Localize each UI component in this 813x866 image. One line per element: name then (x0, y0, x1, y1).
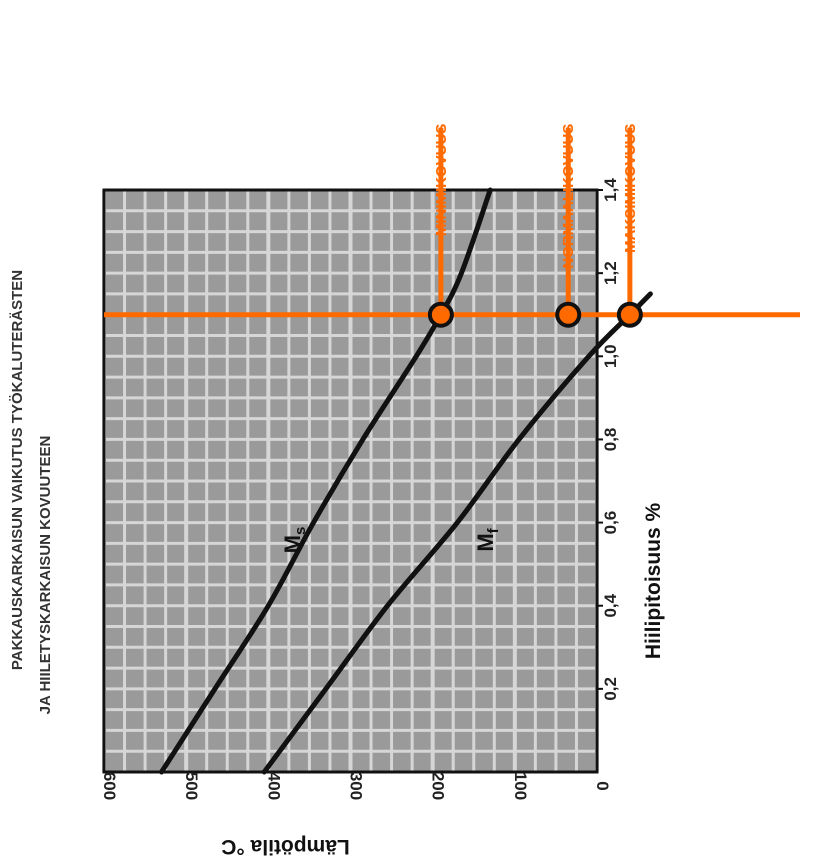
series (159, 187, 653, 775)
marker-label: MINIMIKOVUUS (433, 124, 450, 236)
curve-label-main: M (473, 533, 498, 551)
y-tick-label: 400 (264, 772, 283, 800)
y-tick-label: 300 (347, 772, 366, 800)
y-tick-label: 500 (182, 772, 201, 800)
chart-title-line-2: JA HIILETYSKARKAISUN KOVUUTEEN (37, 436, 54, 715)
chart-title-line-1: PAKKAUSKARKAISUN VAIKUTUS TYÖKALUTERÄSTE… (9, 270, 26, 670)
series-line-ms (159, 187, 493, 775)
axes: 0,2 0,4 0,6 0,8 1,0 1,2 1,4 0 100 200 300 400 500 600… (100, 178, 665, 858)
marker-point (616, 301, 643, 328)
curve-label-mf: Mf (473, 527, 502, 551)
x-tick-label: 0,6 (601, 511, 620, 535)
chart-title: PAKKAUSKARKAISUN VAIKUTUS TYÖKALUTERÄSTE… (9, 270, 54, 714)
x-tick-label: 1,2 (601, 261, 620, 285)
series-line-mf (261, 291, 653, 775)
x-axis-label: Hiilipitoisuus % (642, 503, 665, 660)
curve-label-sub: s (292, 527, 309, 535)
plot-frame (102, 188, 599, 774)
y-tick-label: 200 (429, 772, 448, 800)
x-tick-label: 0,8 (601, 428, 620, 452)
y-tick-label: 0 (593, 781, 612, 790)
marker-label: NORMAALIKOVUUS (560, 124, 577, 269)
curve-label-ms: Ms (280, 527, 309, 554)
reference-lines: MINIMIKOVUUS NORMAALIKOVUUS MAKSIMIKOVUUS (104, 124, 800, 328)
curve-label-sub: f (485, 527, 502, 533)
marker-point (427, 301, 454, 328)
marker-label: MAKSIMIKOVUUS (622, 124, 639, 253)
y-tick-label: 100 (511, 772, 530, 800)
curve-label-main: M (280, 535, 305, 553)
x-tick-label: 0,4 (601, 593, 620, 617)
x-tick-label: 1,4 (601, 178, 620, 202)
y-axis-label: Lämpötila °C (221, 835, 350, 858)
y-tick-label: 600 (100, 772, 119, 800)
grid (102, 188, 599, 774)
x-tick-label: 1,0 (601, 344, 620, 368)
marker-point (555, 301, 582, 328)
x-tick-label: 0,2 (601, 677, 620, 701)
